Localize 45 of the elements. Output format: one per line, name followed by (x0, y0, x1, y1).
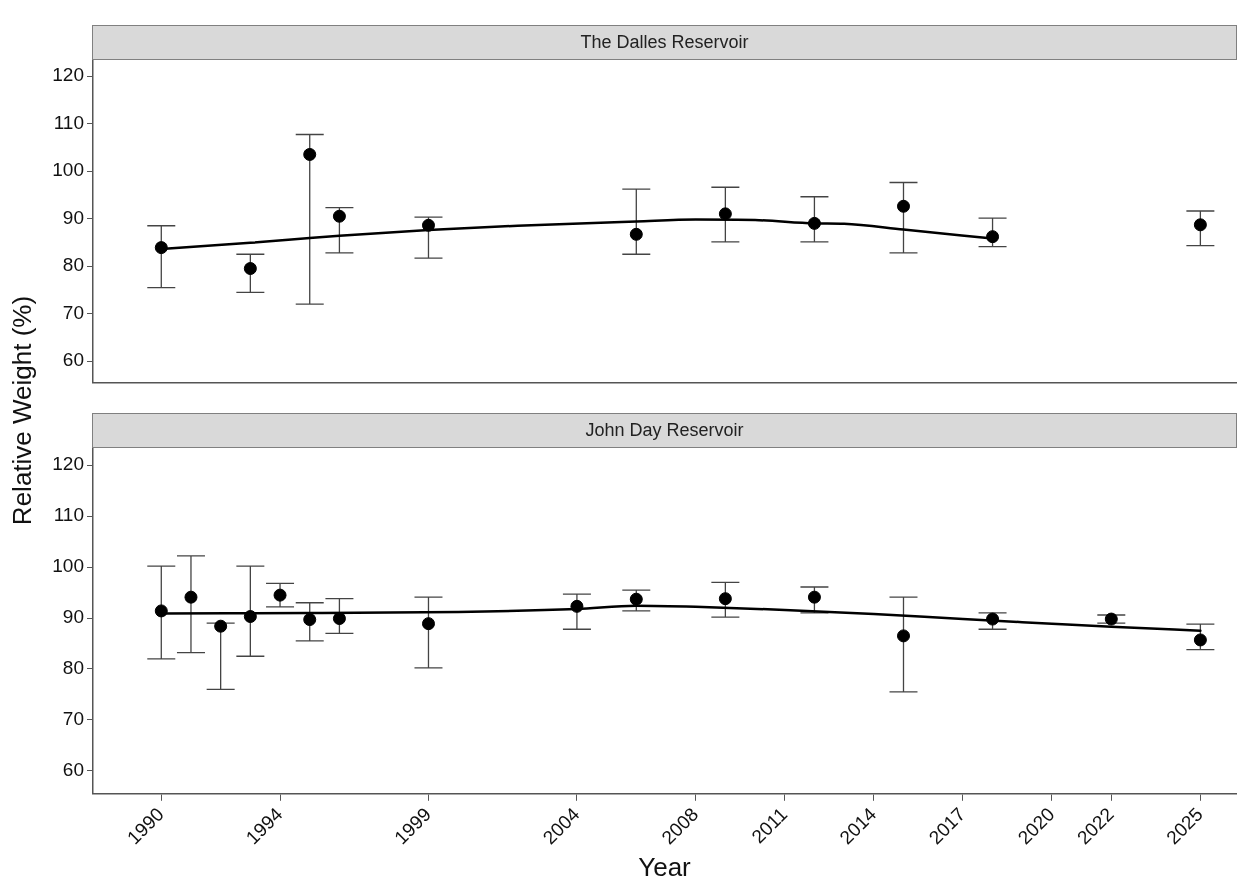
y-tick-label: 80 (62, 657, 84, 679)
y-tick-label: 120 (52, 64, 84, 86)
point (986, 230, 1000, 244)
point (332, 612, 346, 626)
point (243, 262, 257, 276)
point (1104, 612, 1118, 626)
point (154, 604, 168, 618)
point (718, 592, 732, 606)
point (273, 588, 287, 602)
point (718, 207, 732, 221)
y-tick-label: 100 (52, 555, 84, 577)
point (896, 629, 910, 643)
y-tick-label: 90 (62, 606, 84, 628)
point (154, 241, 168, 255)
point (214, 619, 228, 633)
point (303, 613, 317, 627)
point (629, 227, 643, 241)
point (1193, 218, 1207, 232)
point (807, 216, 821, 230)
point (332, 209, 346, 223)
point (807, 590, 821, 604)
point (986, 612, 1000, 626)
y-tick-label: 60 (62, 759, 84, 781)
point (243, 610, 257, 624)
x-axis-title: Year (638, 851, 692, 882)
point (421, 218, 435, 232)
point (896, 199, 910, 213)
y-tick-label: 120 (52, 453, 84, 475)
y-tick-label: 90 (62, 206, 84, 228)
y-tick-label: 70 (62, 301, 84, 323)
chart-title: The Dalles Reservoir (92, 25, 1237, 61)
point (1193, 633, 1207, 647)
point (421, 617, 435, 631)
point (570, 599, 584, 613)
y-tick-label: 100 (52, 159, 84, 181)
point (303, 147, 317, 161)
y-tick-label: 60 (62, 349, 84, 371)
y-tick-label: 70 (62, 708, 84, 730)
y-tick-label: 110 (53, 111, 84, 133)
chart-title: John Day Reservoir (92, 413, 1237, 449)
y-axis-title: Relative Weight (%) (6, 295, 38, 525)
y-tick-label: 80 (62, 254, 84, 276)
point (629, 592, 643, 606)
point (184, 590, 198, 604)
y-tick-label: 110 (53, 504, 84, 526)
